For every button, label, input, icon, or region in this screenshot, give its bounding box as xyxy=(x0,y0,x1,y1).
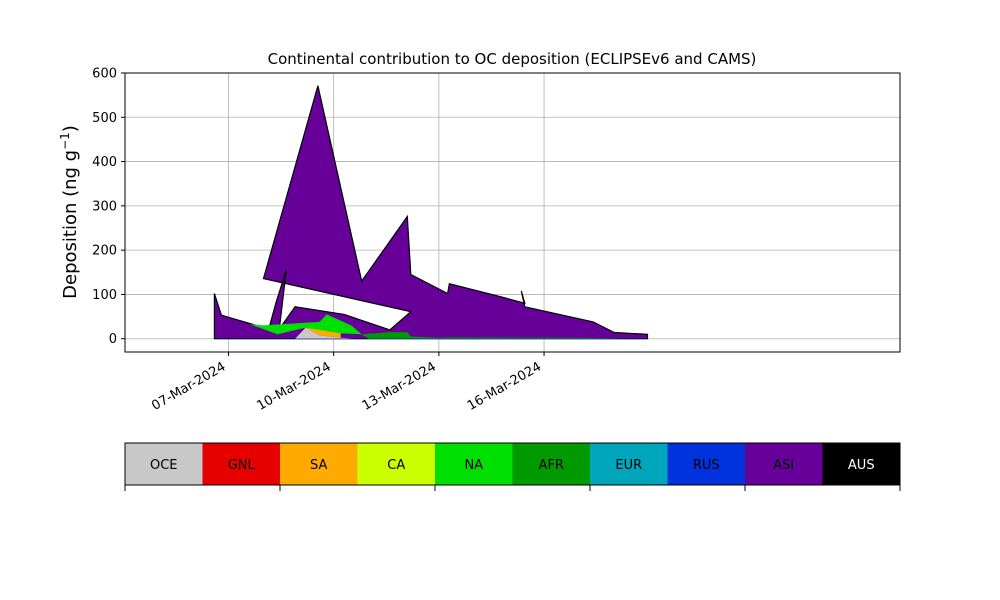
legend-swatch-eur xyxy=(590,443,668,485)
legend-swatch-na xyxy=(435,443,513,485)
legend-label-aus: AUS xyxy=(848,458,875,473)
y-axis-label-main: Deposition (ng g xyxy=(60,150,81,299)
y-tick-label: 200 xyxy=(92,244,117,259)
x-tick-label: 16-Mar-2024 xyxy=(465,359,544,413)
area-na xyxy=(249,314,362,335)
legend-label-sa: SA xyxy=(310,458,327,473)
y-tick-label: 100 xyxy=(92,288,117,303)
y-tick-label: 300 xyxy=(92,199,117,214)
legend-label-ca: CA xyxy=(387,458,405,473)
chart-title: Continental contribution to OC depositio… xyxy=(268,50,757,68)
y-tick-label: 500 xyxy=(92,111,117,126)
x-tick-label: 13-Mar-2024 xyxy=(360,359,439,413)
area-rus xyxy=(214,338,648,340)
y-axis-ticks: 0 100 200 300 400 500 600 xyxy=(92,67,125,347)
x-tick-label: 07-Mar-2024 xyxy=(149,359,228,413)
legend-swatch-ca xyxy=(357,443,436,485)
legend-swatch-oce xyxy=(125,443,203,485)
y-tick-label: 0 xyxy=(109,332,117,347)
x-tick-label: 10-Mar-2024 xyxy=(255,359,334,413)
y-axis-label-exponent: −1 xyxy=(58,132,72,150)
legend-swatch-aus xyxy=(822,443,901,485)
legend-swatch-asi xyxy=(745,443,823,485)
x-axis-ticks: 07-Mar-2024 10-Mar-2024 13-Mar-2024 16-Mar-… xyxy=(149,352,545,414)
y-axis-label: Deposition (ng g−1) xyxy=(58,125,81,299)
plot-frame xyxy=(124,72,901,353)
legend-label-na: NA xyxy=(464,458,483,473)
legend-swatch-afr xyxy=(512,443,591,485)
area-oce xyxy=(249,327,355,339)
legend-label-gnl: GNL xyxy=(228,458,256,473)
area-asi xyxy=(213,85,649,340)
deposition-areas xyxy=(213,85,649,340)
legend-label-eur: EUR xyxy=(615,458,642,473)
color-legend: OCE GNL SA CA NA AFR EUR RUS ASI AUS xyxy=(124,442,901,491)
y-axis-label-end: ) xyxy=(60,125,81,132)
legend-label-oce: OCE xyxy=(150,458,178,473)
y-tick-label: 400 xyxy=(92,155,117,170)
legend-swatch-rus xyxy=(667,443,746,485)
area-afr xyxy=(361,332,646,339)
legend-label-afr: AFR xyxy=(539,458,564,473)
legend-label-asi: ASI xyxy=(773,458,794,473)
legend-frame xyxy=(124,442,901,486)
y-tick-label: 600 xyxy=(92,67,117,82)
legend-swatch-sa xyxy=(280,443,358,485)
legend-swatch-gnl xyxy=(202,443,281,485)
legend-label-rus: RUS xyxy=(693,458,720,473)
